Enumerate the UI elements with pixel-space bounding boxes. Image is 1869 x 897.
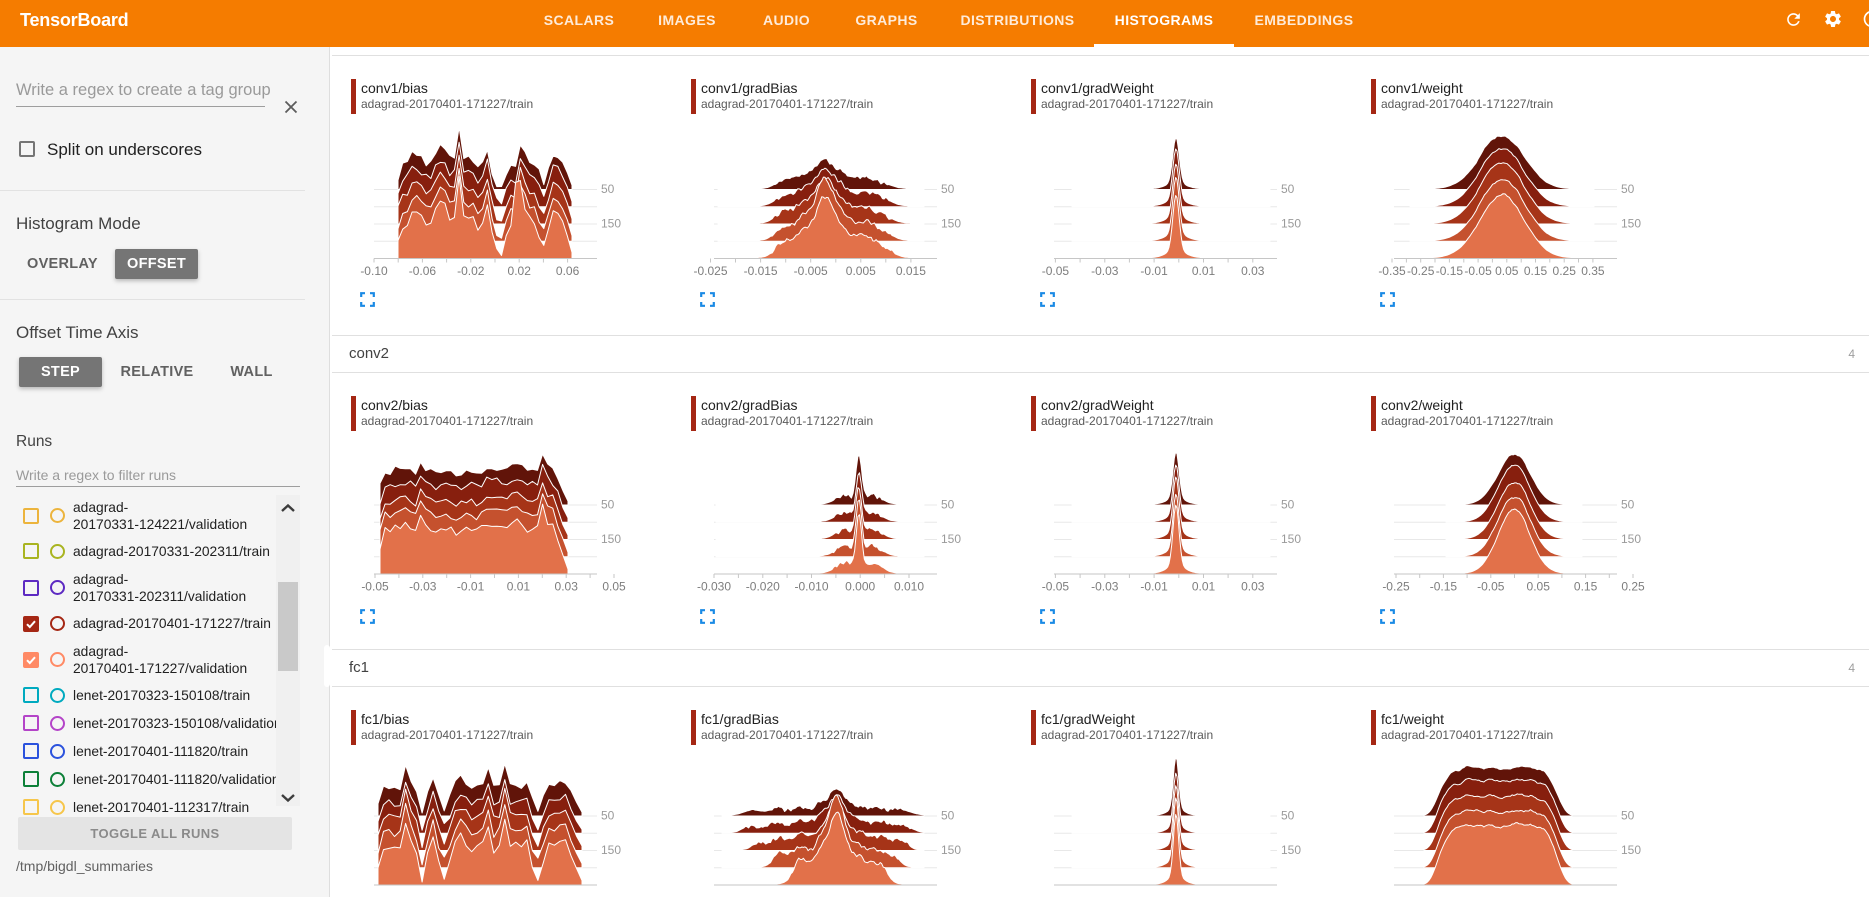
svg-text:50: 50 <box>601 498 615 512</box>
svg-text:150: 150 <box>1621 532 1641 546</box>
svg-text:150: 150 <box>941 217 961 231</box>
svg-text:150: 150 <box>1281 532 1301 546</box>
svg-text:50: 50 <box>1281 809 1295 823</box>
svg-text:50: 50 <box>941 809 955 823</box>
svg-text:0.25: 0.25 <box>1553 264 1577 278</box>
svg-text:0.03: 0.03 <box>1241 264 1265 278</box>
svg-text:50: 50 <box>1621 809 1635 823</box>
svg-text:0.06: 0.06 <box>556 264 580 278</box>
svg-text:-0.05: -0.05 <box>1042 580 1070 594</box>
svg-text:-0.06: -0.06 <box>409 264 437 278</box>
svg-text:-0.25: -0.25 <box>1407 264 1435 278</box>
svg-text:50: 50 <box>1621 498 1635 512</box>
svg-text:-0.05: -0.05 <box>1042 264 1070 278</box>
svg-text:150: 150 <box>601 217 621 231</box>
svg-text:0.000: 0.000 <box>845 580 875 594</box>
svg-text:-0.25: -0.25 <box>1382 580 1410 594</box>
svg-text:0.15: 0.15 <box>1524 264 1548 278</box>
svg-text:0.01: 0.01 <box>1192 580 1216 594</box>
svg-text:-0.01: -0.01 <box>1140 264 1168 278</box>
svg-text:0.02: 0.02 <box>508 264 532 278</box>
svg-text:-0.01: -0.01 <box>457 580 485 594</box>
svg-text:50: 50 <box>601 182 615 196</box>
svg-text:150: 150 <box>1621 843 1641 857</box>
svg-text:0.01: 0.01 <box>507 580 531 594</box>
svg-text:50: 50 <box>1281 182 1295 196</box>
svg-text:0.01: 0.01 <box>1192 264 1216 278</box>
svg-text:0.05: 0.05 <box>1495 264 1519 278</box>
svg-text:-0.03: -0.03 <box>1091 264 1119 278</box>
svg-text:-0.05: -0.05 <box>361 580 389 594</box>
svg-text:150: 150 <box>1281 843 1301 857</box>
svg-text:50: 50 <box>1621 182 1635 196</box>
svg-text:-0.020: -0.020 <box>746 580 780 594</box>
svg-text:-0.01: -0.01 <box>1140 580 1168 594</box>
svg-text:50: 50 <box>941 182 955 196</box>
svg-text:150: 150 <box>601 843 621 857</box>
svg-text:-0.025: -0.025 <box>693 264 727 278</box>
svg-text:0.010: 0.010 <box>894 580 924 594</box>
svg-text:150: 150 <box>941 532 961 546</box>
svg-text:50: 50 <box>941 498 955 512</box>
svg-text:0.05: 0.05 <box>1527 580 1551 594</box>
svg-text:0.05: 0.05 <box>602 580 626 594</box>
svg-text:-0.010: -0.010 <box>794 580 828 594</box>
svg-text:0.25: 0.25 <box>1621 580 1645 594</box>
svg-text:-0.05: -0.05 <box>1464 264 1492 278</box>
svg-text:0.03: 0.03 <box>555 580 579 594</box>
svg-text:-0.02: -0.02 <box>457 264 485 278</box>
svg-text:0.005: 0.005 <box>846 264 876 278</box>
svg-text:150: 150 <box>941 843 961 857</box>
svg-text:-0.15: -0.15 <box>1436 264 1464 278</box>
svg-text:-0.10: -0.10 <box>360 264 388 278</box>
svg-text:-0.03: -0.03 <box>1091 580 1119 594</box>
svg-text:-0.005: -0.005 <box>794 264 828 278</box>
svg-text:-0.05: -0.05 <box>1477 580 1505 594</box>
svg-text:150: 150 <box>1621 217 1641 231</box>
svg-text:0.15: 0.15 <box>1574 580 1598 594</box>
svg-text:-0.35: -0.35 <box>1378 264 1406 278</box>
svg-text:-0.03: -0.03 <box>409 580 437 594</box>
svg-text:150: 150 <box>1281 217 1301 231</box>
svg-text:150: 150 <box>601 532 621 546</box>
svg-text:-0.030: -0.030 <box>697 580 731 594</box>
svg-text:-0.15: -0.15 <box>1430 580 1458 594</box>
svg-text:0.015: 0.015 <box>896 264 926 278</box>
svg-text:50: 50 <box>601 809 615 823</box>
svg-text:50: 50 <box>1281 498 1295 512</box>
svg-text:0.35: 0.35 <box>1581 264 1605 278</box>
svg-text:0.03: 0.03 <box>1241 580 1265 594</box>
svg-text:-0.015: -0.015 <box>744 264 778 278</box>
